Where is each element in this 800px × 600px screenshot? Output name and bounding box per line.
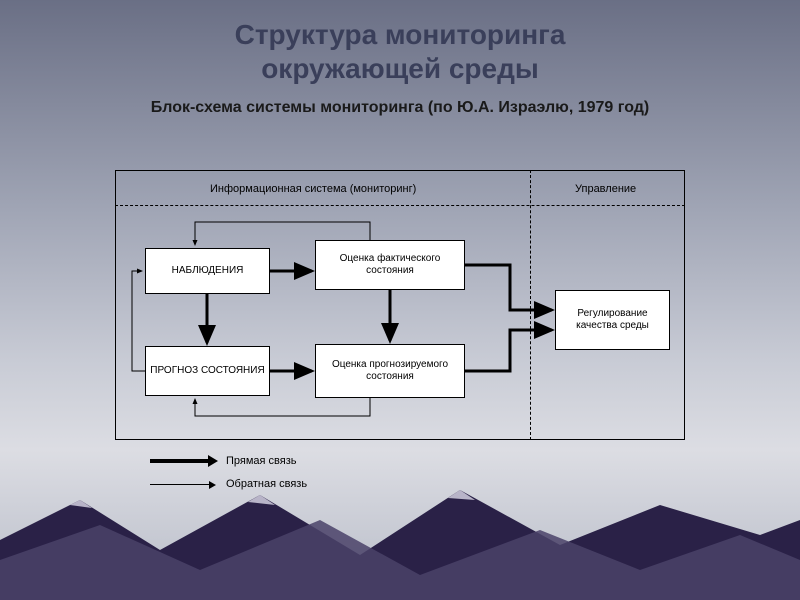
title-line-1: Структура мониторинга: [235, 19, 566, 50]
node-assessment-actual: Оценка фактического состояния: [315, 240, 465, 290]
node-assessment-forecast: Оценка прогнозируемого состояния: [315, 344, 465, 398]
legend-feedback-label: Обратная связь: [226, 478, 307, 490]
section-label-monitoring: Информационная система (мониторинг): [210, 183, 416, 195]
mountains-decor: [0, 480, 800, 600]
slide-title: Структура мониторинга окружающей среды: [0, 0, 800, 85]
node-forecast: ПРОГНОЗ СОСТОЯНИЯ: [145, 346, 270, 396]
slide-subtitle: Блок-схема системы мониторинга (по Ю.А. …: [0, 99, 800, 117]
header-divider: [115, 205, 685, 206]
section-label-management: Управление: [575, 183, 636, 195]
column-divider: [530, 170, 531, 440]
node-observations: НАБЛЮДЕНИЯ: [145, 248, 270, 294]
legend-direct: Прямая связь: [150, 455, 297, 467]
node-regulation: Регулирование качества среды: [555, 290, 670, 350]
title-line-2: окружающей среды: [261, 53, 539, 84]
legend-thin-arrow-icon: [150, 484, 210, 485]
legend-thick-arrow-icon: [150, 459, 210, 463]
legend-feedback: Обратная связь: [150, 478, 307, 490]
legend-direct-label: Прямая связь: [226, 455, 297, 467]
